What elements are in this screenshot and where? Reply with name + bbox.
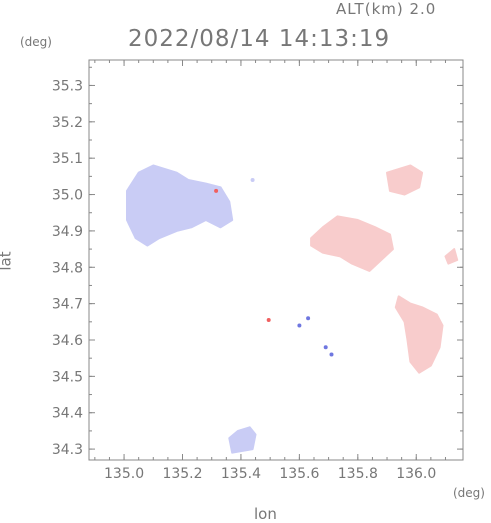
x-tick-label: 135.8 [338,466,378,482]
echo-layer [126,164,459,454]
x-tick-label: 135.4 [221,466,261,482]
echo-small-red [444,248,459,265]
x-tick-label: 135.0 [104,466,144,482]
x-axis-label: lon [254,505,277,523]
x-tick-label: 135.2 [162,466,202,482]
echo-west-blue [126,164,234,247]
speck-red-1 [214,188,219,193]
y-tick-label: 34.5 [52,369,83,385]
x-tick-label: 136.0 [396,466,436,482]
y-tick-label: 34.4 [52,406,83,422]
altitude-label: ALT(km) 2.0 [336,0,437,18]
y-tick-label: 34.3 [52,442,83,458]
echo-center-red [310,215,394,272]
x-tick-label: 135.6 [279,466,319,482]
y-axis-unit: (deg) [20,35,52,49]
speck-blue-2 [323,345,328,350]
y-tick-label: 35.2 [52,115,83,131]
speck-blue-5 [250,178,255,182]
speck-red-2 [266,318,271,322]
y-tick-label: 34.6 [52,333,83,349]
tick-layer: 135.0 135.2 135.4 135.6 135.8 136.0 35.3 35.2 35… [52,60,463,482]
x-axis-unit: (deg) [453,486,485,500]
y-axis-label: lat [0,251,15,271]
speck-blue-4 [306,316,311,321]
speck-blue-1 [297,323,302,328]
timestamp-title: 2022/08/14 14:13:19 [128,26,391,52]
y-tick-label: 35.1 [52,151,83,167]
echo-se-red [394,295,444,374]
y-tick-label: 35.3 [52,78,83,94]
echo-ne-red [386,164,424,196]
plot-frame [88,59,464,461]
speck-blue-3 [329,352,334,357]
y-tick-label: 34.7 [52,297,83,313]
y-tick-label: 35.0 [52,188,83,204]
y-tick-label: 34.9 [52,224,83,240]
echo-south-blue [228,426,257,454]
y-tick-label: 34.8 [52,260,83,276]
